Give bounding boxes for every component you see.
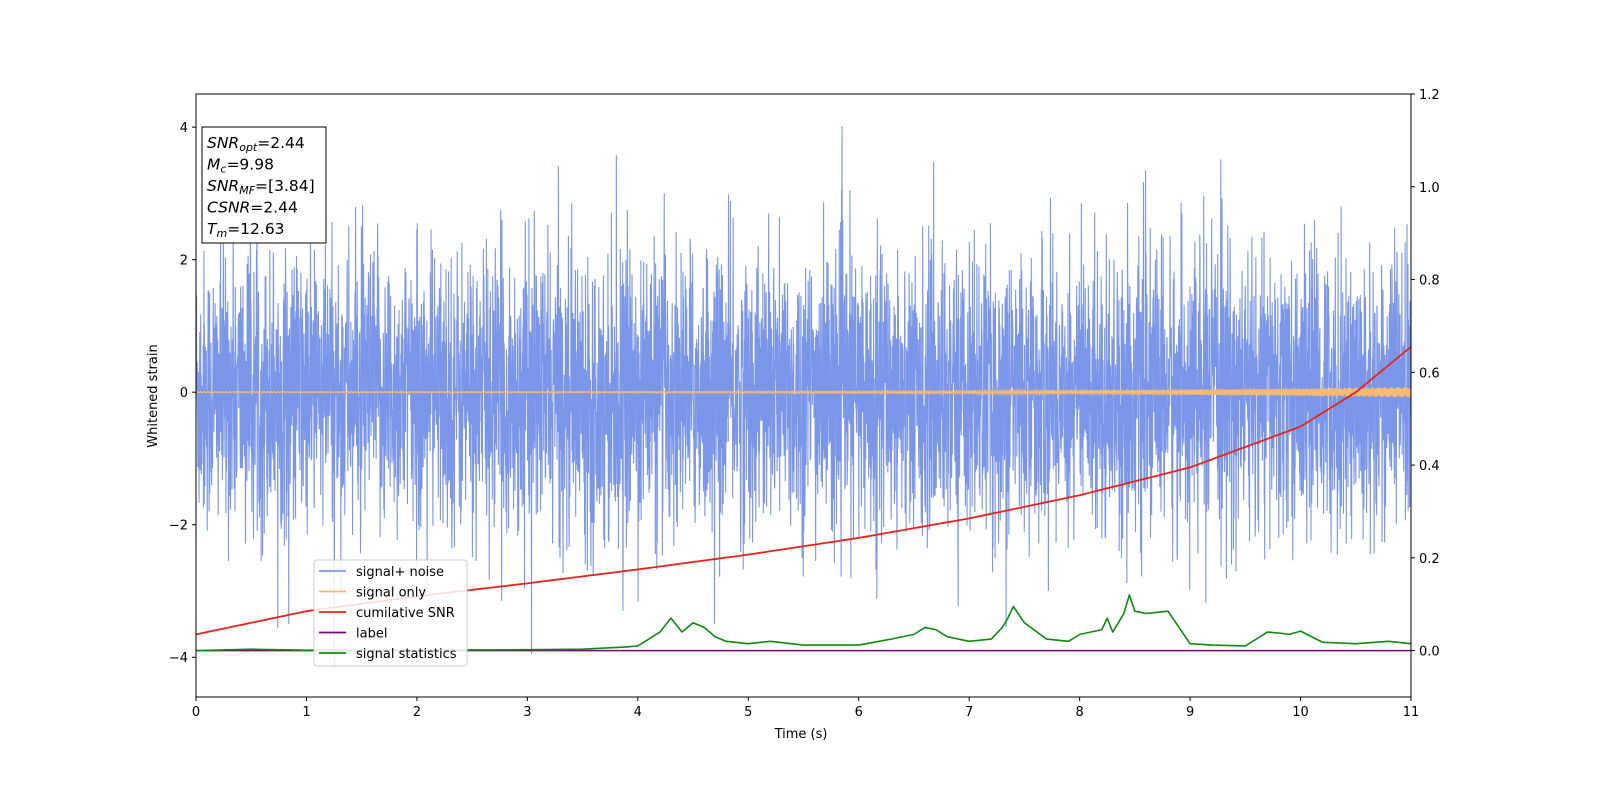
info-value: =2.44 [250,199,298,217]
series-line-signal-only [196,386,1411,398]
y-tick-label: 2 [180,254,188,269]
info-line: Mc=9.98 [207,156,274,176]
y-tick-label: 0 [180,386,188,401]
x-axis: 0 1 2 3 4 5 6 7 8 9 10 11 [192,697,1419,720]
x-tick-label: 0 [192,705,200,720]
info-subscript: MF [239,184,255,197]
info-variable: SNR [207,177,239,195]
info-variable: CSNR [207,199,250,217]
legend-label: cumilative SNR [356,606,455,621]
info-line: Tm=12.63 [207,220,285,240]
legend-label: signal+ noise [356,565,444,580]
y2-tick-label: 0.2 [1419,552,1440,567]
y-tick-label: 4 [180,121,188,136]
y2-tick-label: 0.4 [1419,459,1440,474]
x-tick-label: 8 [1075,705,1083,720]
x-axis-label: Time (s) [774,727,828,742]
legend-label: label [356,627,387,642]
plot-frame [195,93,1412,698]
info-value: =[3.84] [255,177,315,195]
x-tick-label: 4 [634,705,642,720]
legend-label: signal statistics [356,647,457,662]
info-variable: M [207,156,220,174]
parameter-info-box: SNRopt=2.44Mc=9.98SNRMF=[3.84]CSNR=2.44T… [201,126,327,244]
info-value: =9.98 [226,156,274,174]
info-value: =2.44 [257,134,305,152]
x-tick-label: 2 [413,705,421,720]
series-line-signal-plus-noise [196,126,1411,668]
legend: signal+ noise signal only cumilative SNR la… [313,559,468,667]
legend-frame [313,559,468,667]
y-axis-left: 4 2 0 −2 −4 [169,121,196,666]
info-line: CSNR=2.44 [207,199,298,217]
info-box-frame [201,126,327,244]
y2-tick-label: 0.8 [1419,274,1440,289]
y-axis-label: Whitened strain [146,344,161,447]
y2-tick-label: 0.6 [1419,366,1440,381]
x-tick-label: 5 [744,705,752,720]
x-tick-label: 9 [1186,705,1194,720]
y2-tick-label: 1.2 [1419,88,1440,103]
info-variable: T [207,220,218,238]
info-line: SNRMF=[3.84] [207,177,315,197]
x-tick-label: 7 [965,705,973,720]
info-subscript: c [220,163,226,176]
x-tick-label: 6 [855,705,863,720]
y-tick-label: −2 [169,519,188,534]
x-tick-label: 3 [523,705,531,720]
legend-label: signal only [356,586,426,601]
info-subscript: opt [239,141,258,154]
y2-tick-label: 1.0 [1419,181,1440,196]
x-tick-label: 1 [302,705,310,720]
info-value: =12.63 [227,220,284,238]
y2-tick-label: 0.0 [1419,645,1440,660]
y-tick-label: −4 [169,651,188,666]
info-subscript: m [216,227,227,240]
x-tick-label: 10 [1292,705,1309,720]
series-line-signal-statistics [196,594,1411,652]
info-line: SNRopt=2.44 [207,134,305,154]
info-variable: SNR [207,134,239,152]
y-axis-right: 1.2 1.0 0.8 0.6 0.4 0.2 0.0 [1411,88,1440,660]
x-tick-label: 11 [1403,705,1420,720]
